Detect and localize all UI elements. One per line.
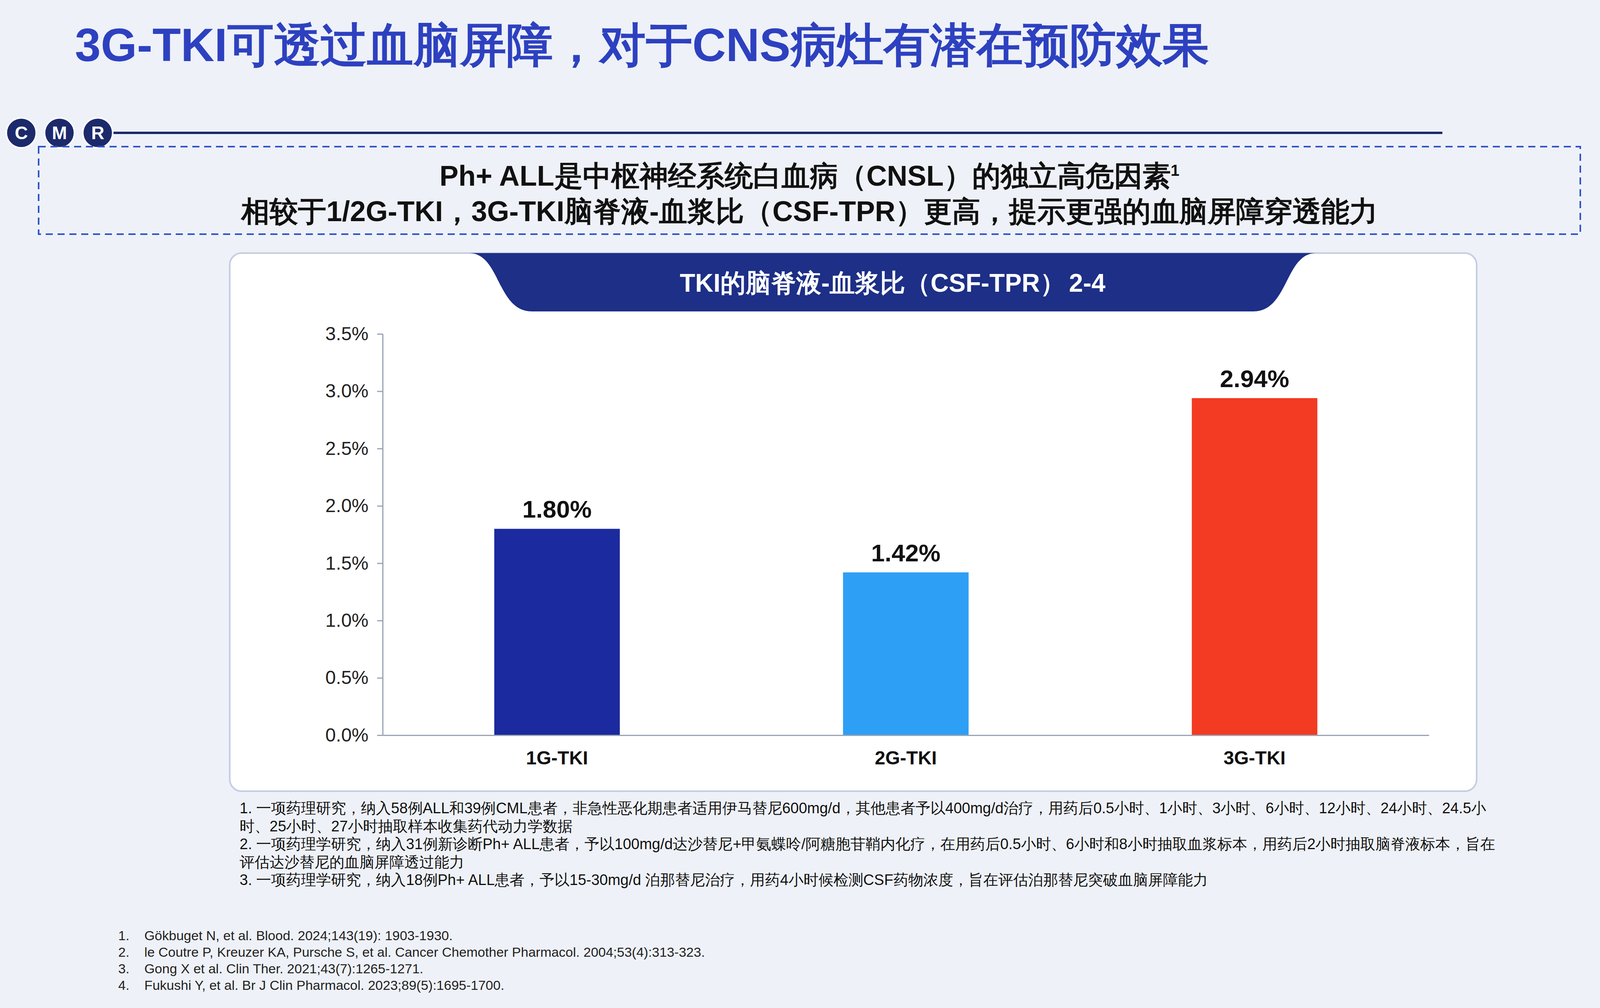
x-axis: 1G-TKI 2G-TKI 3G-TKI xyxy=(383,734,1430,769)
bar xyxy=(842,572,969,735)
y-tick-mark xyxy=(377,562,383,564)
y-tick-mark xyxy=(377,505,383,507)
highlight-superscript: 1 xyxy=(1170,161,1180,179)
y-tick: 1.0% xyxy=(325,609,383,631)
y-tick-label: 3.0% xyxy=(325,380,369,402)
y-axis: 0.0% 0.5% 1.0% 1.5% 2.0% 2.5% 3.0% 3.5% xyxy=(325,323,384,746)
y-tick: 3.5% xyxy=(325,323,383,345)
logo-letter: R xyxy=(91,122,105,144)
y-tick-label: 1.5% xyxy=(325,552,369,574)
logo-circle xyxy=(82,117,113,148)
y-tick-label: 2.5% xyxy=(325,437,369,459)
reference: 4. Fukushi Y, et al. Br J Clin Pharmacol… xyxy=(118,976,1537,994)
y-tick-label: 3.5% xyxy=(325,323,369,345)
y-tick: 0.0% xyxy=(325,724,383,746)
chart-title-superscript: 2-4 xyxy=(1069,268,1106,298)
y-axis-line xyxy=(382,334,384,736)
data-labels: 1.80% 1.42% 2.94% xyxy=(522,364,1290,567)
x-tick: 1G-TKI xyxy=(526,734,588,769)
footnotes: 1. 一项药理研究，纳入58例ALL和39例CML患者，非急性恶化期患者适用伊马… xyxy=(239,799,1509,890)
reference: 3. Gong X et al. Clin Ther. 2021;43(7):1… xyxy=(118,960,1537,977)
bar xyxy=(494,528,620,735)
reference: 1. Gökbuget N, et al. Blood. 2024;143(19… xyxy=(118,926,1537,944)
reference: 2. le Coutre P, Kreuzer KA, Pursche S, e… xyxy=(118,943,1537,960)
references: 1. Gökbuget N, et al. Blood. 2024;143(19… xyxy=(118,926,1537,994)
x-tick: 2G-TKI xyxy=(874,734,937,769)
logo-circle xyxy=(6,117,37,148)
logo-letter: C xyxy=(14,122,28,144)
y-tick: 3.0% xyxy=(325,380,383,402)
chart-title-text: TKI的脑脊液-血浆比（CSF-TPR） xyxy=(679,268,1066,298)
header-rule xyxy=(98,131,1443,134)
x-axis-line xyxy=(383,734,1430,736)
y-tick: 0.5% xyxy=(325,666,383,688)
slide-title: 3G-TKI可透过血脑屏障，对于CNS病灶有潜在预防效果 xyxy=(74,14,1210,78)
logo-circle xyxy=(44,117,75,148)
y-tick-mark xyxy=(377,734,383,736)
data-label: 1.80% xyxy=(522,495,592,523)
highlight-text: 相较于1/2G-TKI，3G-TKI脑脊液-血浆比（CSF-TPR）更高，提示更… xyxy=(241,195,1378,227)
y-tick: 1.5% xyxy=(325,552,383,574)
y-tick: 2.0% xyxy=(325,494,383,516)
slide: C M R TKI的脑脊液-血浆比（CSF-TPR）2-4 0.0% 0.5% 1.0% 1.… xyxy=(0,0,1600,1008)
x-tick-label: 2G-TKI xyxy=(874,747,937,769)
data-label: 1.42% xyxy=(871,539,941,567)
bars xyxy=(494,398,1318,735)
x-tick: 3G-TKI xyxy=(1223,734,1286,769)
data-label: 2.94% xyxy=(1220,364,1290,393)
y-tick-label: 2.0% xyxy=(325,494,369,516)
y-tick: 2.5% xyxy=(325,437,383,459)
footnote: 1. 一项药理研究，纳入58例ALL和39例CML患者，非急性恶化期患者适用伊马… xyxy=(239,799,1509,836)
logo-letter: M xyxy=(52,122,67,144)
y-tick-label: 1.0% xyxy=(325,609,369,631)
footnote: 3. 一项药理学研究，纳入18例Ph+ ALL患者，予以15-30mg/d 泊那… xyxy=(239,870,1509,890)
y-tick-mark xyxy=(377,619,383,622)
y-tick-label: 0.0% xyxy=(325,724,369,746)
background xyxy=(0,0,1600,1008)
y-tick-label: 0.5% xyxy=(325,666,369,688)
y-tick-mark xyxy=(377,390,383,392)
x-tick-label: 3G-TKI xyxy=(1223,747,1286,769)
x-tick-label: 1G-TKI xyxy=(526,747,588,769)
y-tick-mark xyxy=(377,448,383,450)
y-tick-mark xyxy=(377,677,383,679)
chart-title: TKI的脑脊液-血浆比（CSF-TPR）2-4 xyxy=(679,268,1106,298)
chart-title-tab xyxy=(468,253,1317,312)
footnote: 2. 一项药理学研究，纳入31例新诊断Ph+ ALL患者，予以100mg/d达沙… xyxy=(239,835,1509,871)
highlight-line: 相较于1/2G-TKI，3G-TKI脑脊液-血浆比（CSF-TPR）更高，提示更… xyxy=(38,191,1581,231)
y-tick-mark xyxy=(377,333,383,335)
chart-panel xyxy=(229,253,1477,791)
highlight-line: Ph+ ALL是中枢神经系统白血病（CNSL）的独立高危因素1 xyxy=(38,150,1581,196)
highlight-box xyxy=(38,146,1581,235)
bar xyxy=(1191,398,1318,735)
highlight-text: Ph+ ALL是中枢神经系统白血病（CNSL）的独立高危因素 xyxy=(439,160,1171,192)
